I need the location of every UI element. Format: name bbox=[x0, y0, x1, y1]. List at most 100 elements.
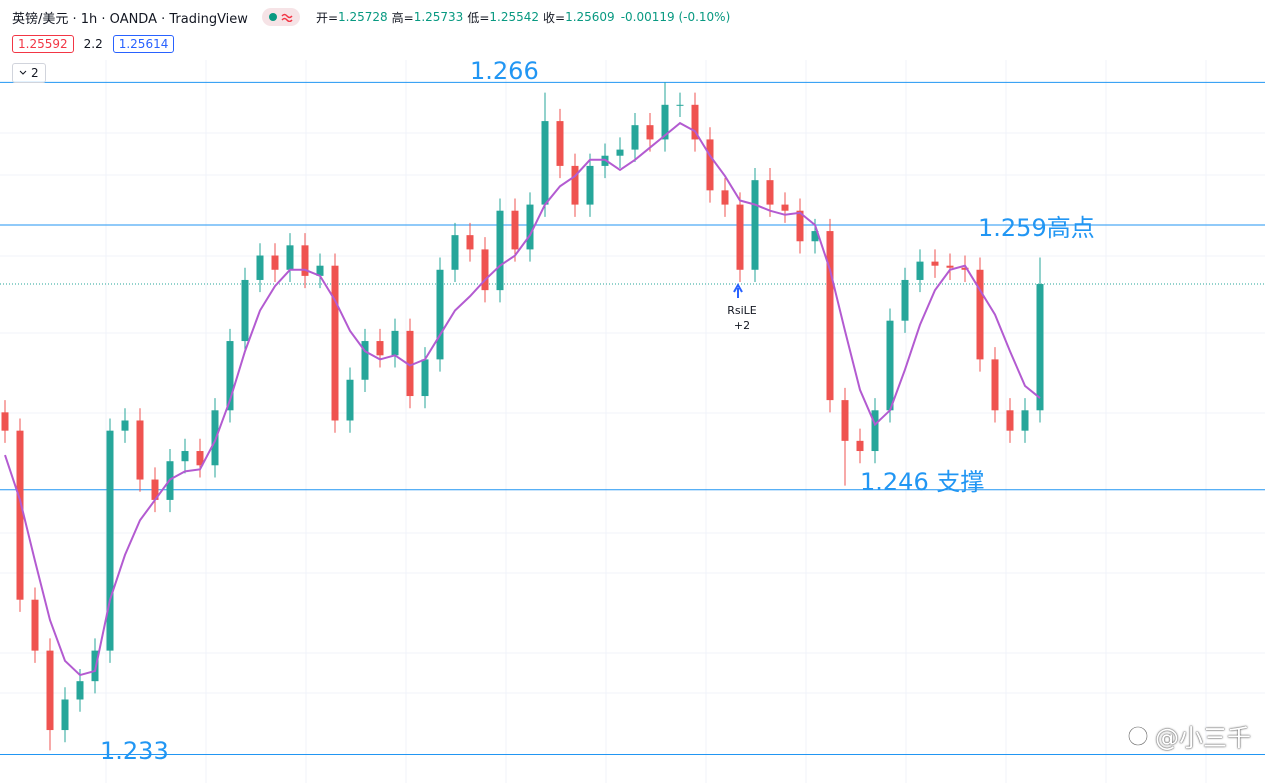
candle-body bbox=[946, 265, 954, 268]
candle-body bbox=[1036, 284, 1044, 411]
candle-body bbox=[541, 121, 549, 205]
signal-arrow bbox=[733, 282, 743, 298]
watermark-icon bbox=[1127, 725, 1149, 746]
candle-body bbox=[466, 235, 474, 250]
ohlc-label: 收= bbox=[543, 10, 566, 25]
change: -0.00119 (-0.10%) bbox=[620, 10, 731, 24]
candle-body bbox=[76, 681, 84, 700]
candle-body bbox=[766, 180, 774, 205]
candle-body bbox=[1006, 410, 1014, 431]
ohlc-label: 低= bbox=[467, 10, 490, 25]
candle-body bbox=[256, 255, 264, 280]
candle-body bbox=[796, 210, 804, 242]
candle-body bbox=[1, 412, 9, 431]
candle-body bbox=[31, 599, 39, 651]
candle-body bbox=[361, 341, 369, 380]
candle-body bbox=[691, 104, 699, 140]
candle-body bbox=[211, 410, 219, 466]
candle-body bbox=[721, 190, 729, 205]
candle-body bbox=[856, 440, 864, 452]
candle-body bbox=[706, 139, 714, 191]
candle-body bbox=[241, 279, 249, 342]
candle-body bbox=[316, 265, 324, 276]
candle-body bbox=[586, 165, 594, 205]
candle-body bbox=[481, 249, 489, 291]
candle-body bbox=[661, 104, 669, 140]
quote-row: 1.25592 2.2 1.25614 bbox=[12, 34, 175, 54]
candle-body bbox=[676, 104, 684, 106]
candle-body bbox=[931, 261, 939, 266]
level-label: 1.266 bbox=[470, 57, 539, 85]
candle-body bbox=[391, 330, 399, 356]
candle-body bbox=[1021, 410, 1029, 431]
signal-label: RsiLE bbox=[727, 304, 757, 317]
candle-body bbox=[91, 650, 99, 682]
candle-body bbox=[871, 410, 879, 452]
status-pill[interactable] bbox=[261, 8, 300, 26]
indicator-row: 2 bbox=[12, 63, 46, 83]
candle-body bbox=[751, 180, 759, 270]
ohlc-value: 1.25542 bbox=[489, 10, 539, 24]
candle-body bbox=[61, 699, 69, 731]
moving-average bbox=[4, 121, 1041, 677]
candle-body bbox=[511, 210, 519, 250]
candle-body bbox=[961, 267, 969, 270]
candle-body bbox=[886, 320, 894, 411]
legend-row: 英镑/美元 · 1h · OANDA · TradingView 开= 1.257… bbox=[12, 7, 730, 27]
candle-body bbox=[841, 400, 849, 441]
ohlc-value: 1.25728 bbox=[338, 10, 388, 24]
candle-body bbox=[496, 210, 504, 291]
spread: 2.2 bbox=[83, 37, 103, 51]
candle-body bbox=[916, 261, 924, 280]
candle-body bbox=[421, 359, 429, 397]
status-dot bbox=[268, 13, 277, 21]
level-label: 1.233 bbox=[100, 737, 169, 765]
indicator-toggle[interactable]: 2 bbox=[12, 63, 46, 83]
candle-body bbox=[196, 451, 204, 466]
candle-body bbox=[781, 204, 789, 211]
candle-body bbox=[346, 379, 354, 421]
chevron bbox=[19, 70, 27, 75]
candle-body bbox=[556, 121, 564, 166]
candle-body bbox=[646, 125, 654, 140]
grid-background bbox=[0, 60, 1265, 783]
candle-body bbox=[736, 204, 744, 270]
candle-body bbox=[271, 255, 279, 270]
candle-body bbox=[901, 279, 909, 321]
ohlc-value: 1.25733 bbox=[413, 10, 464, 24]
candle-body bbox=[406, 330, 414, 397]
signal-qty: +2 bbox=[734, 319, 750, 332]
candle-body bbox=[571, 165, 579, 205]
candle-body bbox=[16, 430, 24, 600]
candle-body bbox=[106, 430, 114, 651]
candle-body bbox=[526, 204, 534, 250]
candle-body bbox=[811, 231, 819, 242]
watermark: @小三千 bbox=[1127, 718, 1251, 753]
candles bbox=[1, 82, 1044, 751]
candle-body bbox=[151, 479, 159, 500]
candle-body bbox=[331, 265, 339, 421]
candle-body bbox=[286, 245, 294, 270]
candle-body bbox=[436, 269, 444, 360]
watermark-text: @小三千 bbox=[1155, 724, 1251, 752]
symbol: 英镑/美元 · 1h · OANDA · TradingView bbox=[12, 11, 248, 27]
signal: RsiLE +2 bbox=[727, 282, 757, 332]
candle-body bbox=[226, 341, 234, 411]
candle-body bbox=[46, 650, 54, 731]
candle-body bbox=[976, 269, 984, 360]
ohlc-label: 高= bbox=[391, 10, 414, 25]
candle-body bbox=[991, 359, 999, 411]
candle-body bbox=[826, 231, 834, 401]
ohlc-label: 开= bbox=[315, 10, 338, 25]
ask-button[interactable]: 1.25614 bbox=[112, 35, 175, 53]
candle-body bbox=[631, 125, 639, 150]
bid-button[interactable]: 1.25592 bbox=[12, 35, 74, 53]
status-icon bbox=[281, 13, 293, 22]
candle-body bbox=[136, 420, 144, 480]
levels: 1.266 1.259高点 1.246 支撑 1.233 bbox=[0, 57, 1265, 765]
level-label: 1.246 支撑 bbox=[860, 468, 984, 496]
candle-body bbox=[616, 149, 624, 156]
candle-body bbox=[181, 451, 189, 462]
